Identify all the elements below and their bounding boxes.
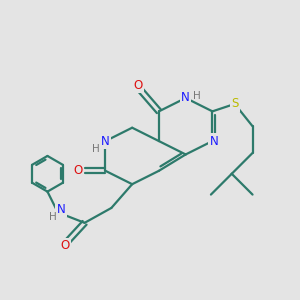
Text: H: H: [49, 212, 56, 222]
Text: N: N: [209, 135, 218, 148]
Text: N: N: [56, 203, 65, 216]
Text: O: O: [74, 164, 83, 177]
Text: N: N: [181, 92, 190, 104]
Text: H: H: [193, 91, 201, 100]
Text: N: N: [101, 135, 110, 148]
Text: O: O: [134, 79, 143, 92]
Text: S: S: [231, 98, 238, 110]
Text: H: H: [92, 144, 100, 154]
Text: O: O: [61, 239, 70, 252]
